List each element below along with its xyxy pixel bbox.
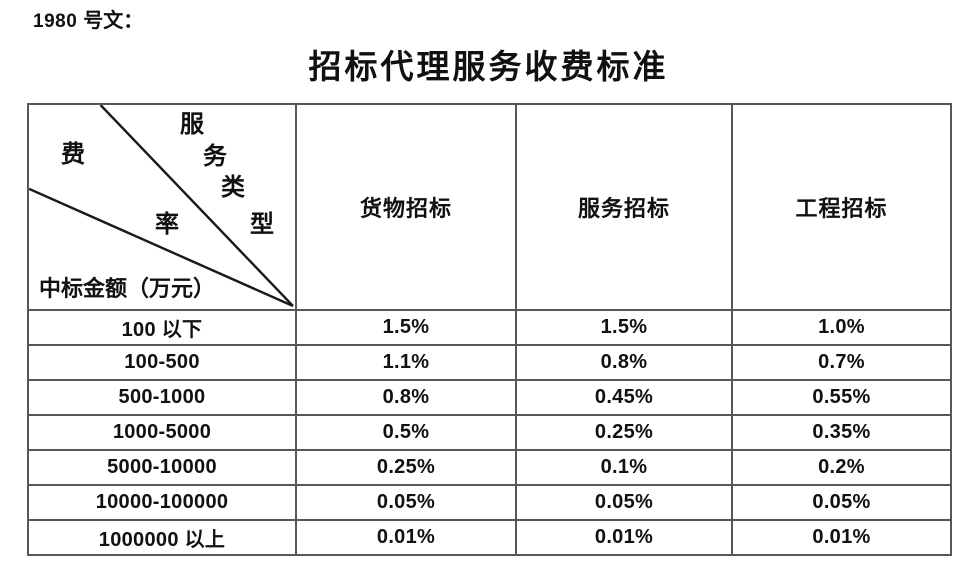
table-row: 500-1000 0.8% 0.45% 0.55% <box>27 379 952 416</box>
fee-cell: 0.25% <box>295 449 517 486</box>
doc-reference-number: 1980 <box>33 11 78 32</box>
table-row: 10000-100000 0.05% 0.05% 0.05% <box>27 484 952 521</box>
table-row: 5000-10000 0.25% 0.1% 0.2% <box>27 449 952 486</box>
fee-cell: 1.5% <box>295 309 517 346</box>
fee-cell: 1.5% <box>515 309 733 346</box>
fee-cell: 0.01% <box>515 519 733 556</box>
fee-cell: 0.35% <box>731 414 952 451</box>
amount-range-cell: 1000000 以上 <box>27 519 297 556</box>
diagonal-divider-lines <box>29 105 294 308</box>
table-row: 100-500 1.1% 0.8% 0.7% <box>27 344 952 381</box>
column-header-goods-bidding: 货物招标 <box>295 103 517 311</box>
fee-cell: 0.05% <box>295 484 517 521</box>
column-header-service-bidding: 服务招标 <box>515 103 733 311</box>
fee-standard-table: 服 务 类 型 费 率 中标金额（万元） 货物招标 服务招标 工程招标 100 … <box>27 103 952 556</box>
corner-service-type-char-1: 服 <box>180 112 204 138</box>
amount-range-cell: 10000-100000 <box>27 484 297 521</box>
amount-range-cell: 100-500 <box>27 344 297 381</box>
diagonal-line-lower <box>29 187 294 308</box>
doc-reference: 1980 号文： <box>33 4 143 33</box>
fee-cell: 0.7% <box>731 344 952 381</box>
amount-range-cell: 100 以下 <box>27 309 297 346</box>
fee-cell: 0.8% <box>515 344 733 381</box>
column-header-works-bidding: 工程招标 <box>731 103 952 311</box>
doc-reference-label: 号文： <box>83 10 144 32</box>
table-header-row: 服 务 类 型 费 率 中标金额（万元） 货物招标 服务招标 工程招标 <box>27 103 952 311</box>
corner-service-type-char-3: 类 <box>221 175 245 201</box>
amount-range-cell: 5000-10000 <box>27 449 297 486</box>
fee-cell: 1.0% <box>731 309 952 346</box>
table-row: 1000000 以上 0.01% 0.01% 0.01% <box>27 519 952 556</box>
fee-cell: 0.8% <box>295 379 517 416</box>
corner-service-type-char-4: 型 <box>250 212 274 238</box>
fee-cell: 0.01% <box>295 519 517 556</box>
diagonal-line-upper <box>99 105 294 307</box>
fee-cell: 0.05% <box>731 484 952 521</box>
corner-service-type-char-2: 务 <box>203 144 227 170</box>
amount-range-cell: 500-1000 <box>27 379 297 416</box>
amount-range-cell: 1000-5000 <box>27 414 297 451</box>
fee-cell: 0.25% <box>515 414 733 451</box>
fee-cell: 0.45% <box>515 379 733 416</box>
page-title: 招标代理服务收费标准 <box>308 50 669 86</box>
table-row: 1000-5000 0.5% 0.25% 0.35% <box>27 414 952 451</box>
corner-rate-char: 率 <box>155 212 179 238</box>
fee-cell: 0.5% <box>295 414 517 451</box>
fee-cell: 0.05% <box>515 484 733 521</box>
corner-fee-char: 费 <box>61 142 85 168</box>
fee-cell: 1.1% <box>295 344 517 381</box>
corner-amount-label: 中标金额（万元） <box>39 276 216 301</box>
diagonal-corner-cell: 服 务 类 型 费 率 中标金额（万元） <box>27 103 297 311</box>
fee-cell: 0.2% <box>731 449 952 486</box>
fee-cell: 0.55% <box>731 379 952 416</box>
fee-cell: 0.1% <box>515 449 733 486</box>
table-row: 100 以下 1.5% 1.5% 1.0% <box>27 309 952 346</box>
fee-cell: 0.01% <box>731 519 952 556</box>
